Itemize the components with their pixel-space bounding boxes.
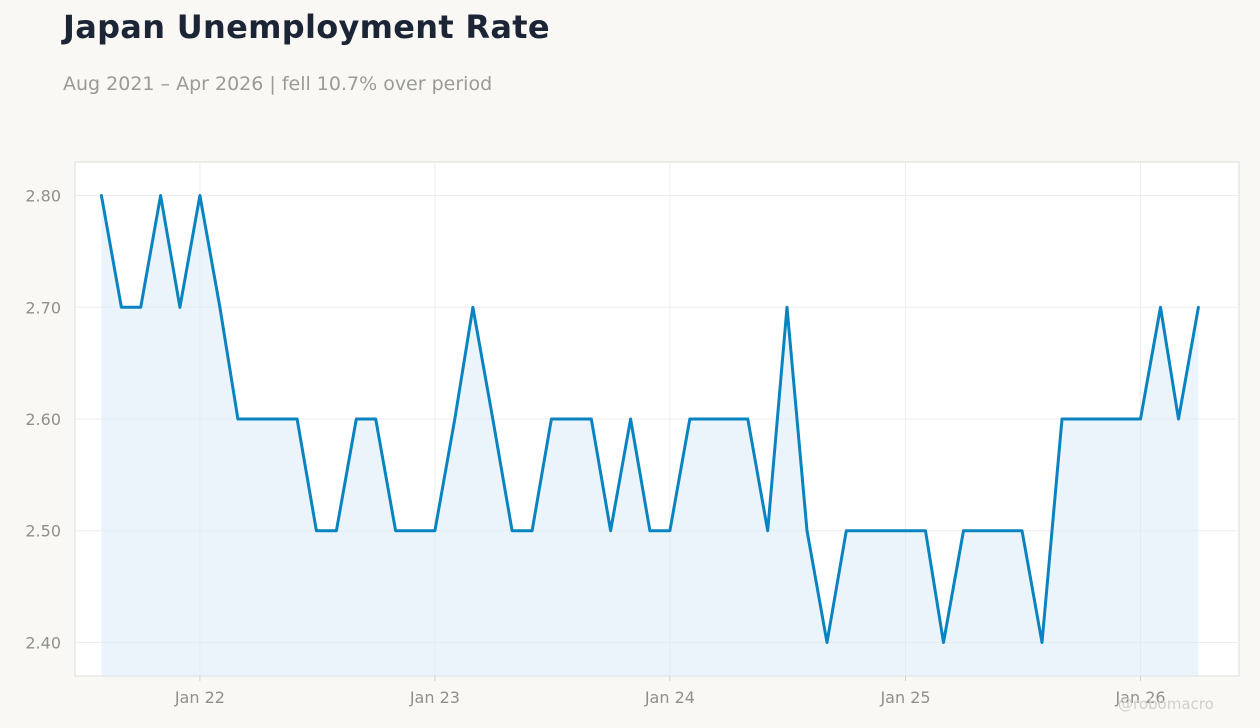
x-tick-label: Jan 23 (409, 688, 460, 707)
y-tick-label: 2.70 (25, 298, 61, 317)
y-tick-label: 2.50 (25, 522, 61, 541)
chart-subtitle: Aug 2021 – Apr 2026 | fell 10.7% over pe… (63, 73, 493, 95)
data-point (1177, 418, 1180, 421)
data-point (394, 529, 397, 532)
y-tick-label: 2.40 (25, 633, 61, 652)
data-point (511, 529, 514, 532)
data-point (433, 529, 436, 532)
data-point (1060, 418, 1063, 421)
data-point (766, 529, 769, 532)
data-point (453, 418, 456, 421)
data-point (629, 418, 632, 421)
data-point (218, 306, 221, 309)
data-point (1197, 306, 1200, 309)
data-point (1139, 418, 1142, 421)
data-point (198, 194, 201, 197)
data-point (962, 529, 965, 532)
data-point (178, 306, 181, 309)
data-point (276, 418, 279, 421)
data-point (139, 306, 142, 309)
data-point (904, 529, 907, 532)
data-point (355, 418, 358, 421)
data-point (413, 529, 416, 532)
data-point (236, 418, 239, 421)
data-point (100, 194, 103, 197)
data-point (531, 529, 534, 532)
data-point (491, 418, 494, 421)
data-point (296, 418, 299, 421)
data-point (590, 418, 593, 421)
data-point (746, 418, 749, 421)
data-point (374, 418, 377, 421)
data-point (609, 529, 612, 532)
data-point (120, 306, 123, 309)
series-area (101, 195, 1199, 676)
data-point (550, 418, 553, 421)
data-point (727, 418, 730, 421)
data-point (159, 194, 162, 197)
data-point (1080, 418, 1083, 421)
data-point (1119, 418, 1122, 421)
data-point (942, 641, 945, 644)
watermark: @robomacro (1118, 695, 1214, 713)
data-point (806, 529, 809, 532)
chart-title: Japan Unemployment Rate (63, 8, 550, 46)
data-point (668, 529, 671, 532)
series-line (99, 194, 1200, 644)
data-point (1001, 529, 1004, 532)
x-tick-label: Jan 22 (174, 688, 225, 707)
data-point (825, 641, 828, 644)
data-point (865, 529, 868, 532)
data-point (924, 529, 927, 532)
data-point (688, 418, 691, 421)
data-point (707, 418, 710, 421)
data-point (1159, 306, 1162, 309)
data-point (648, 529, 651, 532)
data-point (570, 418, 573, 421)
data-point (471, 306, 474, 309)
y-tick-label: 2.80 (25, 187, 61, 206)
data-point (884, 529, 887, 532)
x-tick-label: Jan 25 (879, 688, 930, 707)
data-point (335, 529, 338, 532)
x-tick-label: Jan 26 (1114, 688, 1165, 707)
data-point (786, 306, 789, 309)
data-point (1021, 529, 1024, 532)
data-point (1040, 641, 1043, 644)
data-point (1100, 418, 1103, 421)
data-point (256, 418, 259, 421)
data-point (845, 529, 848, 532)
data-point (315, 529, 318, 532)
data-point (981, 529, 984, 532)
x-tick-label: Jan 24 (644, 688, 695, 707)
y-tick-label: 2.60 (25, 410, 61, 429)
